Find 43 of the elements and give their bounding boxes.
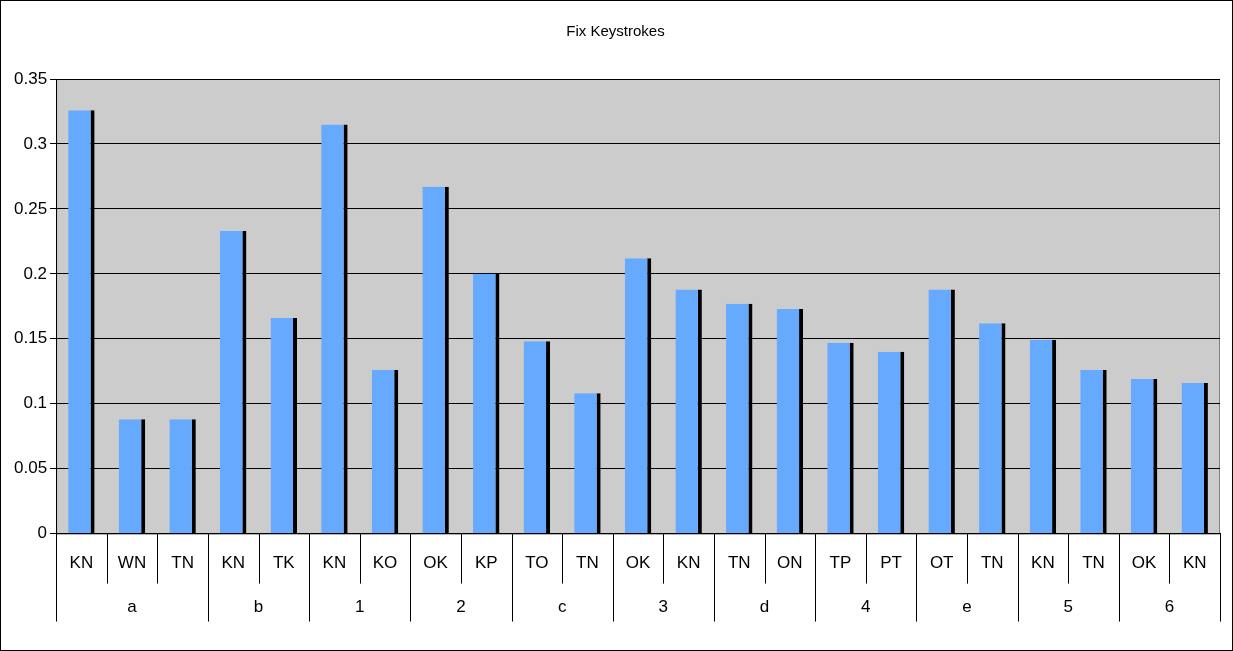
text: 2: [456, 597, 466, 617]
x-tick-label: TN: [576, 553, 599, 573]
x-tick-label: TN: [1082, 553, 1105, 573]
x-tick-label: TO: [525, 553, 549, 573]
x-tick-label: KN: [322, 553, 347, 573]
x-tick-label: TN: [171, 553, 194, 573]
text: 5: [1063, 597, 1073, 617]
x-tick-label: KN: [1031, 553, 1055, 573]
text: b: [253, 597, 264, 617]
text: c: [557, 597, 567, 617]
x-tick-label: OK: [625, 553, 651, 573]
text: a: [127, 597, 138, 617]
text: 4: [861, 597, 871, 617]
chart-title: Fix Keystrokes: [566, 22, 665, 40]
x-tick-label: PT: [880, 553, 902, 573]
x-tick-label: TN: [980, 553, 1004, 573]
x-tick-label: WN: [117, 553, 147, 573]
y-tick-label: 0.1: [23, 393, 48, 413]
x-tick-label: OK: [423, 553, 449, 573]
text: d: [759, 597, 770, 617]
text: 1: [354, 597, 365, 617]
x-tick-label: KN: [221, 553, 246, 573]
x-tick-label: KN: [1182, 553, 1207, 573]
x-tick-label: KN: [69, 553, 94, 573]
y-tick-label: 0: [37, 523, 48, 543]
y-tick-label: 0.15: [13, 328, 48, 348]
y-tick-label: 0.05: [13, 458, 48, 478]
y-tick-label: 0.2: [23, 263, 48, 283]
text: 6: [1164, 597, 1175, 617]
text: 3: [658, 597, 669, 617]
x-tick-label: OK: [1131, 553, 1158, 573]
text: e: [962, 597, 972, 617]
x-tick-label: OT: [929, 553, 954, 573]
y-tick-label: 0.35: [13, 68, 48, 88]
y-tick-label: 0.3: [23, 133, 48, 153]
y-tick-label: 0.25: [13, 198, 48, 218]
x-tick-label: KO: [372, 553, 398, 573]
x-tick-label: TK: [272, 553, 296, 573]
x-tick-label: KN: [676, 553, 701, 573]
x-tick-label: TP: [829, 553, 852, 573]
x-tick-label: ON: [777, 553, 803, 573]
x-tick-label: KP: [474, 553, 498, 573]
x-tick-label: TN: [727, 553, 751, 573]
